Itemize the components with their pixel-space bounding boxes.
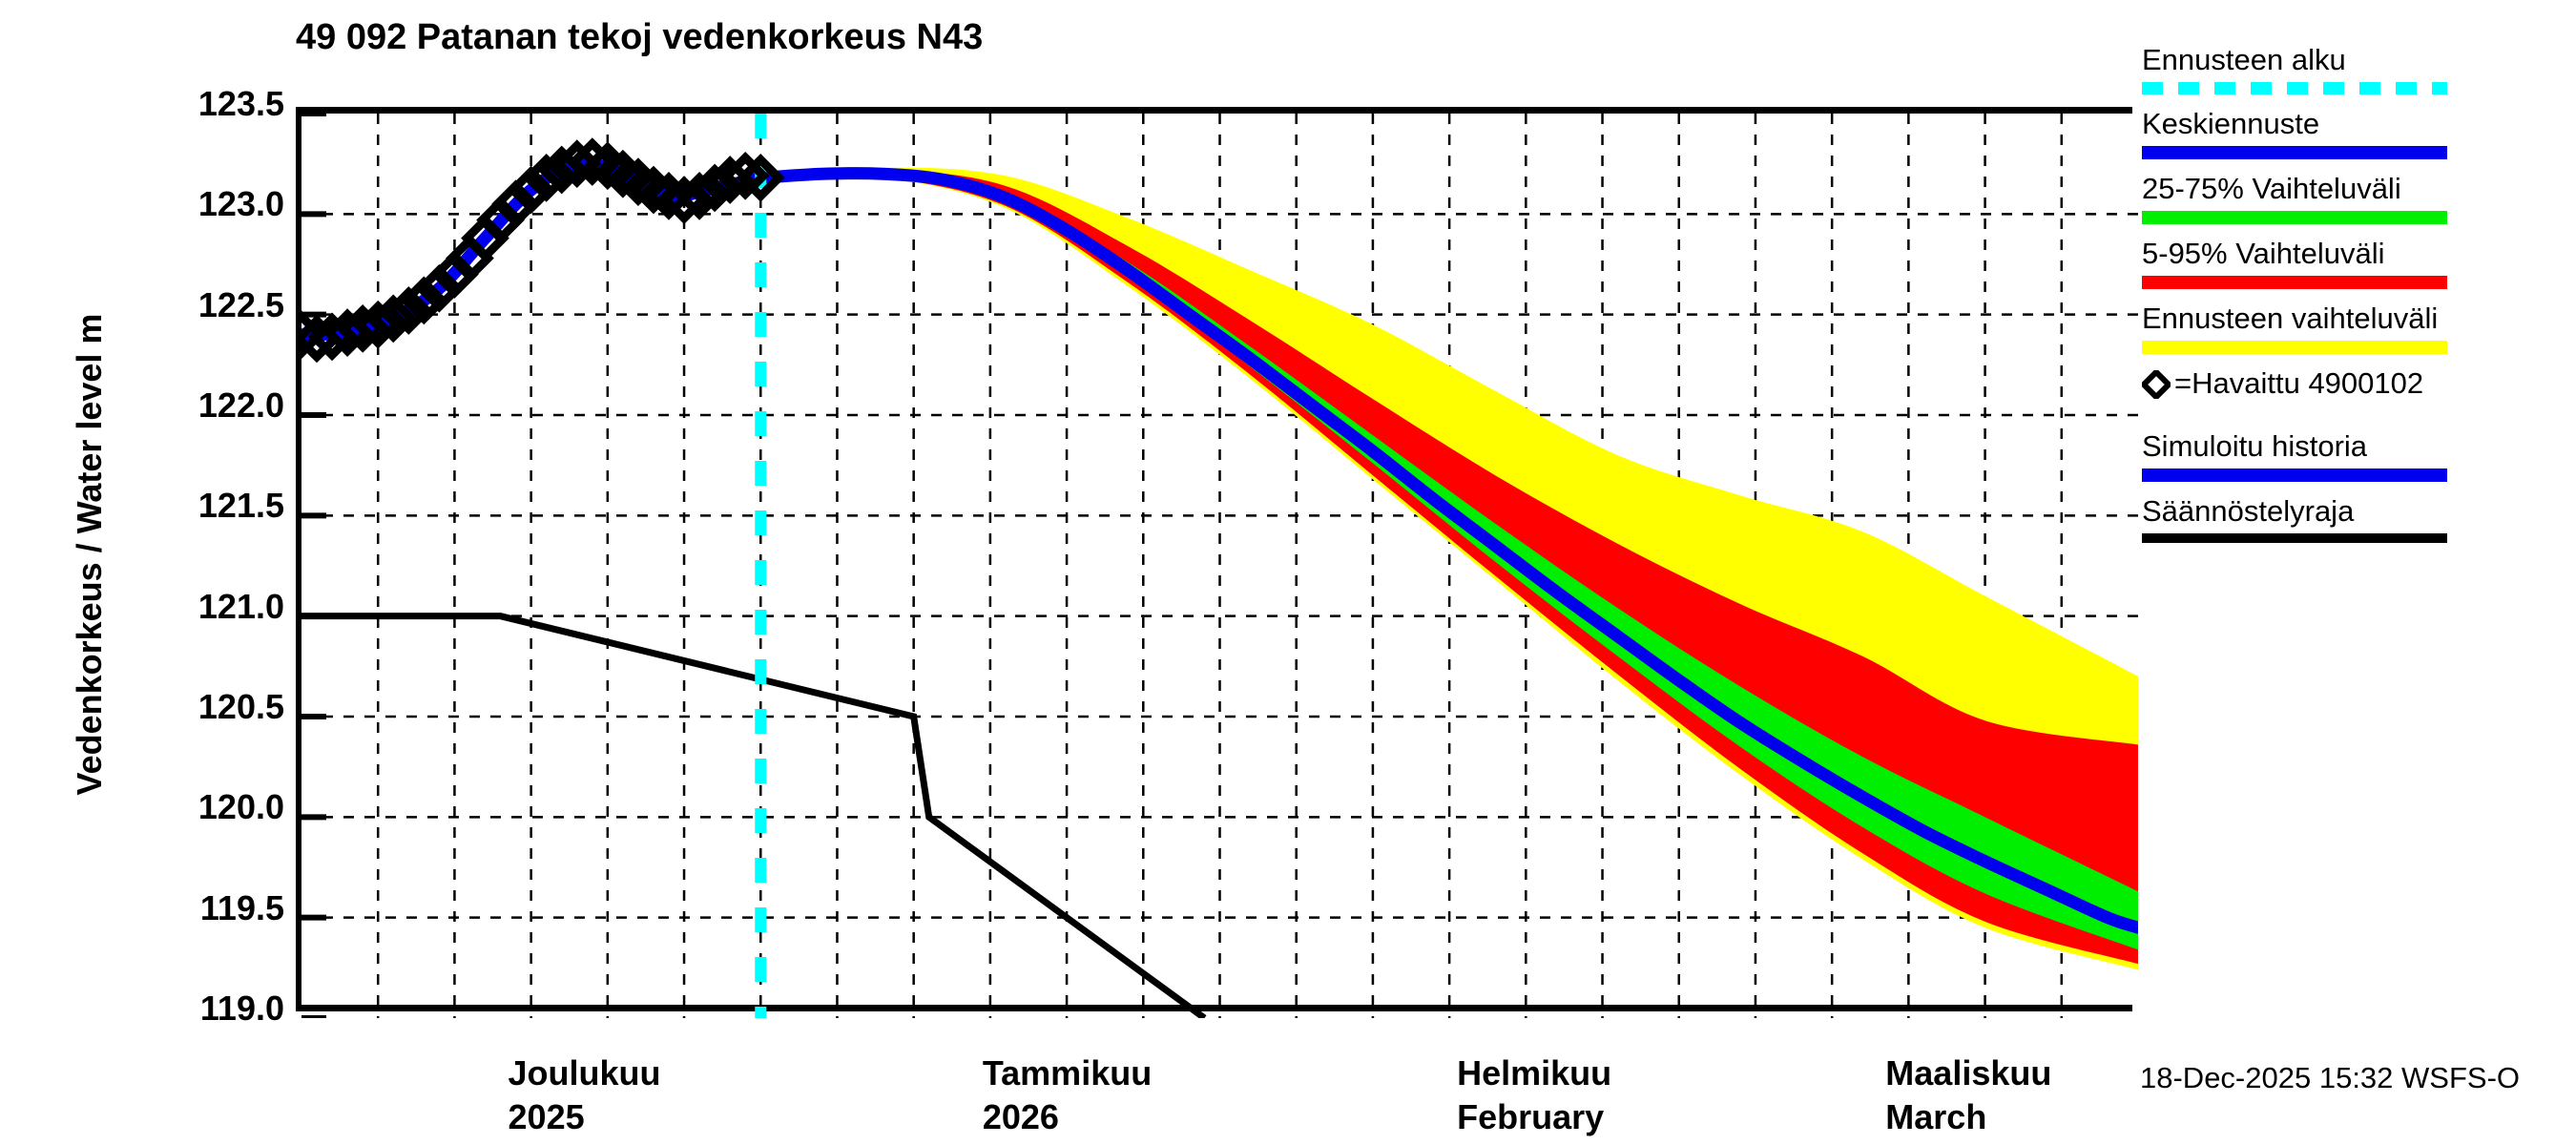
y-tick-label: 119.0 <box>199 989 284 1028</box>
legend-item-7[interactable]: Simuloitu historia <box>2142 427 2576 482</box>
x-tick-label-sub: March <box>1885 1097 1987 1136</box>
x-tick-label-fi: Helmikuu <box>1457 1053 1612 1093</box>
x-tick-label-fi: Tammikuu <box>982 1053 1153 1093</box>
legend-item-label: =Havaittu 4900102 <box>2174 366 2424 400</box>
legend-item-5[interactable]: Ennusteen vaihteluväli <box>2142 299 2576 354</box>
y-tick-label: 121.5 <box>197 486 284 526</box>
legend-item-label: Säännöstelyraja <box>2142 494 2355 528</box>
page-title: 49 092 Patanan tekoj vedenkorkeus N43 <box>296 17 984 57</box>
x-tick-label-sub: 2025 <box>508 1097 585 1136</box>
legend-item-label: Keskiennuste <box>2142 107 2320 140</box>
x-tick-label: Tammikuu 2026 <box>983 1051 1152 1139</box>
legend-swatch <box>2142 468 2447 482</box>
legend-item-2[interactable]: Keskiennuste <box>2142 104 2576 159</box>
legend-item-label: 25-75% Vaihteluväli <box>2142 172 2401 205</box>
legend-marker-row: =Havaittu 4900102 <box>2142 364 2576 404</box>
x-tick-label: Maaliskuu March <box>1885 1051 2051 1139</box>
y-tick-label: 119.5 <box>199 887 284 927</box>
x-tick-label-sub: 2026 <box>982 1097 1059 1136</box>
y-tick-label: 122.0 <box>197 385 284 425</box>
legend-swatch <box>2142 82 2447 94</box>
y-axis-title: Vedenkorkeus / Water level m <box>70 313 109 796</box>
legend-item-label: Ennusteen vaihteluväli <box>2142 302 2439 335</box>
y-tick-label: 123.0 <box>197 184 284 224</box>
legend-item-4[interactable]: 5-95% Vaihteluväli <box>2142 234 2576 289</box>
legend-item-label: Ennusteen alku <box>2142 43 2346 76</box>
legend-item-label: Simuloitu historia <box>2142 429 2368 463</box>
y-tick-label: 122.5 <box>197 284 284 324</box>
legend-swatch <box>2142 211 2447 224</box>
legend-item-label: 5-95% Vaihteluväli <box>2142 237 2385 270</box>
y-tick-label: 120.0 <box>197 787 284 827</box>
footer-timestamp: 18-Dec-2025 15:32 WSFS-O <box>2140 1061 2521 1094</box>
regulation-limit-line <box>301 613 1207 1018</box>
plot-canvas <box>301 114 2138 1018</box>
diamond-icon <box>2142 370 2171 399</box>
observed-markers <box>301 137 785 364</box>
legend-item-1[interactable]: Ennusteen alku <box>2142 40 2576 94</box>
legend-item-6[interactable]: =Havaittu 4900102 <box>2142 364 2576 427</box>
y-axis-ticks <box>301 114 326 1018</box>
x-tick-label-fi: Joulukuu <box>508 1053 661 1093</box>
y-tick-label: 123.5 <box>197 84 284 123</box>
legend-swatch <box>2142 341 2447 354</box>
legend: Ennusteen alku Keskiennuste 25-75% Vaihtel… <box>2142 40 2576 552</box>
x-tick-label-fi: Maaliskuu <box>1885 1053 2052 1093</box>
y-tick-label: 121.0 <box>197 586 284 626</box>
legend-item-8[interactable]: Säännöstelyraja <box>2142 491 2576 543</box>
x-tick-label-sub: February <box>1457 1097 1605 1136</box>
legend-spacer <box>2142 404 2576 427</box>
legend-swatch <box>2142 533 2447 543</box>
legend-item-3[interactable]: 25-75% Vaihteluväli <box>2142 169 2576 224</box>
plot-area <box>296 107 2138 1018</box>
y-tick-label: 120.5 <box>197 687 284 726</box>
x-tick-label: Helmikuu February <box>1457 1051 1611 1139</box>
x-tick-label: Joulukuu 2025 <box>509 1051 661 1139</box>
legend-swatch <box>2142 276 2447 289</box>
legend-swatch <box>2142 146 2447 159</box>
